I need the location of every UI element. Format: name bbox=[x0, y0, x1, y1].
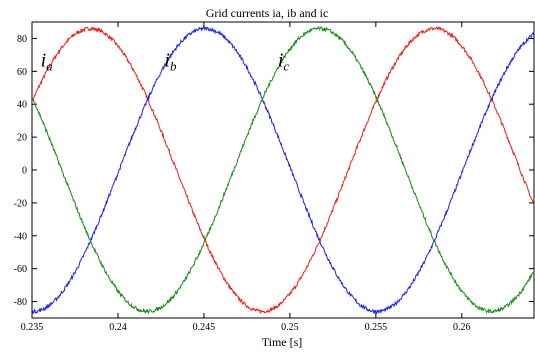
axis-ticks: 0.235 0.24 0.245 0.25 0.255 0.26 -80 -60 -40 -20 0… bbox=[14, 22, 534, 333]
y-tick-label: -20 bbox=[14, 198, 27, 209]
plot-frame bbox=[31, 21, 535, 319]
y-tick-label: -40 bbox=[14, 231, 27, 242]
curve-label: ic bbox=[278, 49, 290, 73]
x-tick-label: 0.245 bbox=[193, 322, 216, 333]
x-tick-label: 0.25 bbox=[281, 322, 299, 333]
y-tick-label: -80 bbox=[14, 297, 27, 308]
series-line-ib bbox=[32, 25, 534, 315]
x-axis-label: Time [s] bbox=[262, 335, 303, 349]
curve-label: ia bbox=[41, 49, 54, 73]
x-tick-label: 0.26 bbox=[453, 322, 471, 333]
y-tick-label: 20 bbox=[17, 133, 27, 144]
x-tick-label: 0.235 bbox=[21, 322, 44, 333]
series-line-ic bbox=[32, 25, 534, 315]
x-tick-label: 0.255 bbox=[365, 322, 388, 333]
y-tick-label: 60 bbox=[17, 67, 27, 78]
series-line-ia bbox=[32, 26, 534, 314]
y-tick-label: -60 bbox=[14, 264, 27, 275]
chart-title: Grid currents ia, ib and ic bbox=[206, 6, 329, 20]
x-tick-label: 0.24 bbox=[109, 322, 127, 333]
y-tick-label: 40 bbox=[17, 100, 27, 111]
curves bbox=[32, 25, 534, 315]
y-tick-label: 80 bbox=[17, 34, 27, 45]
curve-label: ib bbox=[164, 49, 177, 73]
curve-labels: ia ib ic bbox=[41, 49, 290, 73]
y-tick-label: 0 bbox=[22, 166, 27, 177]
